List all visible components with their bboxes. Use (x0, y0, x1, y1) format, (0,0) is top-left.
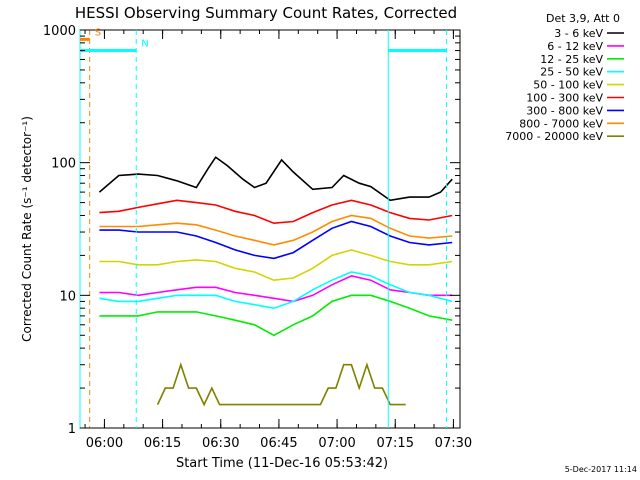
chart-title: HESSI Observing Summary Count Rates, Cor… (75, 4, 457, 22)
series-line-8 (99, 214, 453, 246)
y-tick-label: 10 (59, 289, 76, 304)
x-tick-label: 07:00 (318, 436, 355, 451)
x-tick-label: 07:30 (435, 436, 472, 451)
legend-label-2: 6 - 12 keV (547, 40, 603, 53)
x-tick-label: 07:15 (377, 436, 414, 451)
y-tick-label: 100 (51, 157, 76, 172)
flag-group: SN (79, 27, 447, 428)
y-tick-label: 1 (68, 422, 76, 437)
legend-title: Det 3,9, Att 0 (546, 12, 620, 25)
x-ticks: 06:00 06:15 06:30 06:45 07:00 07:15 07:30 (84, 30, 472, 451)
legend-label-3: 12 - 25 keV (540, 53, 603, 66)
legend-label-9: 7000 - 20000 keV (505, 130, 603, 143)
footer-timestamp: 5-Dec-2017 11:14 (565, 465, 637, 474)
legend-label-6: 100 - 300 keV (526, 92, 603, 105)
flag-label-1: S (95, 27, 101, 38)
y-axis-label: Corrected Count Rate (s⁻¹ detector⁻¹) (20, 116, 34, 342)
legend-label-5: 50 - 100 keV (533, 79, 603, 92)
y-tick-label: 1000 (43, 24, 76, 39)
series-line-6 (99, 199, 453, 225)
series-line-9 (156, 362, 406, 407)
x-tick-label: 06:30 (202, 436, 239, 451)
x-tick-label: 06:00 (86, 436, 123, 451)
plot-frame (79, 29, 461, 429)
series-line-3 (99, 294, 453, 337)
legend-label-8: 800 - 7000 keV (519, 117, 603, 130)
series-line-2 (99, 275, 453, 303)
y-ticks: 1 10 100 1000 (43, 24, 460, 437)
series-group (98, 156, 453, 407)
flag-label-2: N (141, 39, 148, 50)
legend-label-1: 3 - 6 keV (554, 27, 603, 40)
legend-label-4: 25 - 50 keV (540, 66, 603, 79)
series-line-4 (99, 271, 453, 310)
legend-label-7: 300 - 800 keV (526, 104, 603, 117)
x-tick-label: 06:15 (144, 436, 181, 451)
x-tick-label: 06:45 (260, 436, 297, 451)
series-line-7 (99, 220, 453, 260)
series-line-5 (99, 249, 453, 282)
series-line-1 (98, 156, 453, 202)
x-axis-label: Start Time (11-Dec-16 05:53:42) (176, 456, 388, 471)
